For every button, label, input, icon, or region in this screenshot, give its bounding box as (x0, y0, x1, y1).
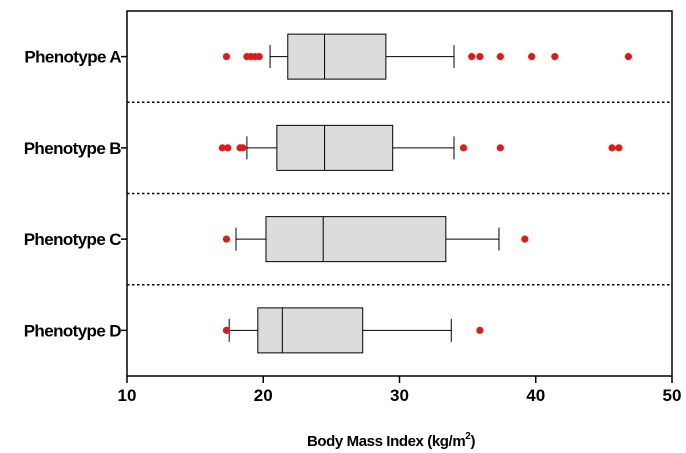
category-label-phenotype-c: Phenotype C (24, 230, 122, 249)
category-label-phenotype-d: Phenotype D (24, 321, 122, 340)
iqr-box-phenotype-a (287, 33, 387, 80)
iqr-box-phenotype-b (276, 124, 394, 171)
x-axis-title-superscript: 2 (465, 431, 471, 442)
iqr-box-phenotype-d (257, 307, 364, 354)
outlier-point-phenotype-d (476, 326, 484, 334)
outlier-point-phenotype-d (222, 326, 231, 334)
outlier-point-phenotype-b (218, 144, 226, 152)
outlier-point-phenotype-b (459, 144, 468, 152)
iqr-box-phenotype-c (265, 216, 447, 263)
x-axis-tick-label: 50 (663, 386, 682, 405)
outlier-point-phenotype-b (615, 144, 623, 152)
outlier-point-phenotype-a (528, 53, 536, 61)
category-label-phenotype-b: Phenotype B (24, 139, 122, 158)
outlier-point-phenotype-a (255, 53, 263, 61)
outlier-point-phenotype-a (624, 53, 633, 61)
outlier-point-phenotype-a (496, 53, 504, 61)
outlier-point-phenotype-c (521, 235, 529, 243)
x-axis-tick-label: 40 (526, 386, 545, 405)
outlier-point-phenotype-b (496, 144, 504, 152)
outlier-point-phenotype-b (224, 144, 232, 152)
outlier-point-phenotype-a (222, 53, 231, 61)
x-axis-title: Body Mass Index (kg/m2) (307, 431, 475, 450)
outlier-point-phenotype-b (239, 144, 247, 152)
x-axis-tick-label: 10 (118, 386, 137, 405)
x-axis-tick-label: 30 (390, 386, 409, 405)
outlier-point-phenotype-a (476, 53, 484, 61)
x-axis-title-suffix: ) (470, 433, 475, 450)
outlier-point-phenotype-c (222, 235, 231, 243)
outlier-point-phenotype-a (468, 53, 476, 61)
outlier-point-phenotype-a (551, 53, 559, 61)
x-axis-tick-label: 20 (254, 386, 273, 405)
category-label-phenotype-a: Phenotype A (24, 48, 121, 67)
plot-area: 10 20 30 40 50 Phenotype A Phenotype B Phenotyp… (24, 10, 682, 405)
x-axis-title-main: Body Mass Index (kg/m (307, 433, 465, 450)
outlier-point-phenotype-b (608, 144, 616, 152)
